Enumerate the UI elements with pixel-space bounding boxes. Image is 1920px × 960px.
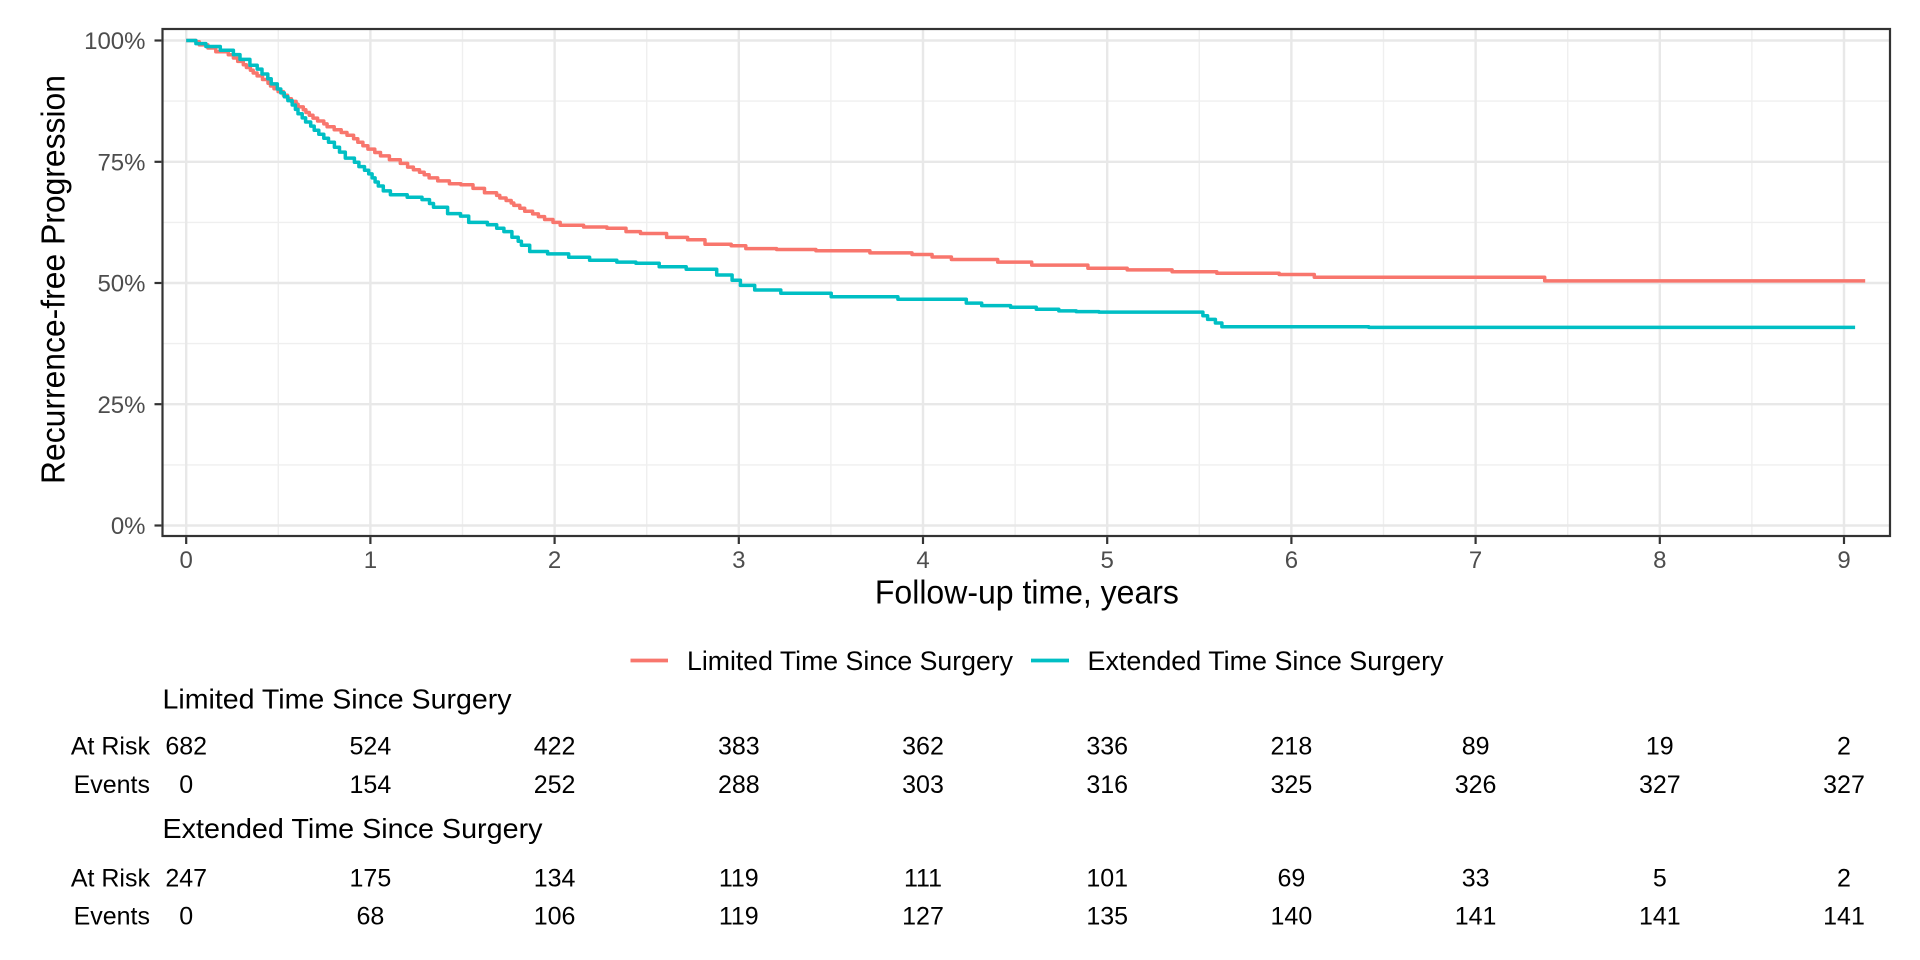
svg-text:2: 2 (1837, 732, 1851, 760)
svg-text:134: 134 (534, 864, 576, 892)
svg-text:175: 175 (350, 864, 392, 892)
svg-text:25%: 25% (97, 392, 145, 419)
svg-text:89: 89 (1462, 732, 1490, 760)
svg-text:252: 252 (534, 771, 576, 799)
svg-text:6: 6 (1285, 547, 1298, 574)
svg-text:141: 141 (1639, 902, 1681, 930)
svg-text:119: 119 (719, 902, 759, 930)
svg-text:33: 33 (1462, 864, 1490, 892)
svg-text:101: 101 (1086, 864, 1128, 892)
svg-text:1: 1 (364, 547, 377, 574)
svg-text:325: 325 (1271, 771, 1313, 799)
svg-text:135: 135 (1086, 902, 1128, 930)
svg-text:247: 247 (165, 864, 207, 892)
svg-text:Extended Time Since Surgery: Extended Time Since Surgery (1088, 646, 1444, 676)
svg-text:50%: 50% (97, 271, 145, 298)
svg-text:7: 7 (1469, 547, 1482, 574)
svg-text:100%: 100% (84, 28, 145, 55)
svg-text:140: 140 (1271, 902, 1313, 930)
svg-text:127: 127 (902, 902, 944, 930)
svg-text:68: 68 (356, 902, 384, 930)
svg-text:At Risk: At Risk (71, 732, 151, 760)
svg-text:At Risk: At Risk (71, 864, 151, 892)
svg-text:0: 0 (179, 902, 193, 930)
svg-text:682: 682 (165, 732, 207, 760)
svg-text:362: 362 (902, 732, 944, 760)
svg-text:524: 524 (350, 732, 392, 760)
svg-text:Events: Events (74, 771, 150, 799)
svg-text:303: 303 (902, 771, 944, 799)
svg-text:19: 19 (1646, 732, 1674, 760)
svg-text:69: 69 (1277, 864, 1305, 892)
svg-text:Follow-up time, years: Follow-up time, years (875, 573, 1179, 610)
svg-text:141: 141 (1823, 902, 1865, 930)
svg-text:5: 5 (1101, 547, 1114, 574)
svg-text:327: 327 (1823, 771, 1865, 799)
svg-text:154: 154 (350, 771, 392, 799)
svg-text:218: 218 (1271, 732, 1313, 760)
svg-text:0%: 0% (111, 513, 146, 540)
svg-text:141: 141 (1455, 902, 1497, 930)
svg-text:316: 316 (1086, 771, 1128, 799)
svg-text:422: 422 (534, 732, 576, 760)
svg-text:2: 2 (548, 547, 561, 574)
svg-text:Extended Time Since Surgery: Extended Time Since Surgery (163, 813, 543, 844)
svg-text:9: 9 (1837, 547, 1850, 574)
svg-text:119: 119 (719, 864, 759, 892)
svg-text:Limited Time Since Surgery: Limited Time Since Surgery (687, 646, 1013, 676)
svg-text:Events: Events (74, 902, 150, 930)
svg-text:327: 327 (1639, 771, 1681, 799)
svg-text:106: 106 (534, 902, 576, 930)
svg-text:383: 383 (718, 732, 760, 760)
svg-text:Limited Time Since Surgery: Limited Time Since Surgery (163, 684, 512, 715)
svg-text:0: 0 (179, 771, 193, 799)
svg-text:5: 5 (1653, 864, 1667, 892)
svg-text:0: 0 (180, 547, 193, 574)
svg-text:111: 111 (904, 864, 942, 892)
svg-text:2: 2 (1837, 864, 1851, 892)
svg-text:3: 3 (732, 547, 745, 574)
svg-text:Recurrence-free Progression: Recurrence-free Progression (35, 75, 72, 484)
svg-text:8: 8 (1653, 547, 1666, 574)
svg-text:288: 288 (718, 771, 760, 799)
svg-text:326: 326 (1455, 771, 1497, 799)
svg-text:75%: 75% (97, 149, 145, 176)
svg-text:336: 336 (1086, 732, 1128, 760)
svg-text:4: 4 (916, 547, 929, 574)
